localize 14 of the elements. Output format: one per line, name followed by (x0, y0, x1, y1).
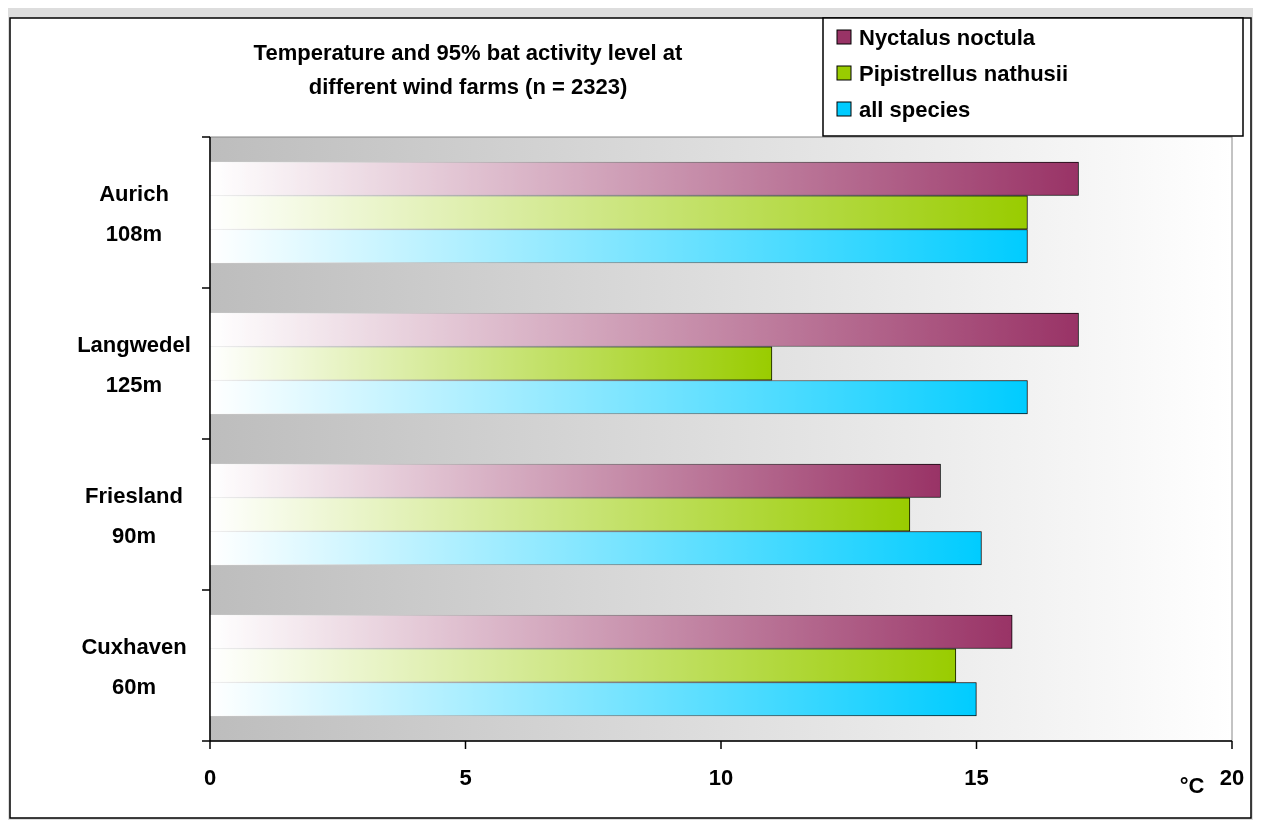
legend-label: all species (859, 97, 971, 122)
x-tick-label: 20 (1219, 765, 1245, 790)
x-axis-title: °C (1179, 773, 1205, 798)
y-tick-label: Aurich 108m (99, 180, 169, 246)
y-tick-label: Cuxhaven 60m (81, 633, 187, 699)
legend-label: Nyctalus noctula (859, 25, 1036, 50)
x-tick-label: 0 (203, 765, 217, 790)
x-tick-label: 10 (708, 765, 734, 790)
y-tick-label: Langwedel 125m (77, 331, 191, 397)
chart-title: Temperature and 95% bat activity level at different wind farms (n = 2323) (253, 40, 684, 99)
x-tick-label: 15 (964, 765, 989, 790)
legend-label: Pipistrellus nathusii (859, 61, 1069, 86)
y-tick-label: Friesland 90m (85, 482, 183, 548)
x-tick-label: 5 (459, 765, 472, 790)
